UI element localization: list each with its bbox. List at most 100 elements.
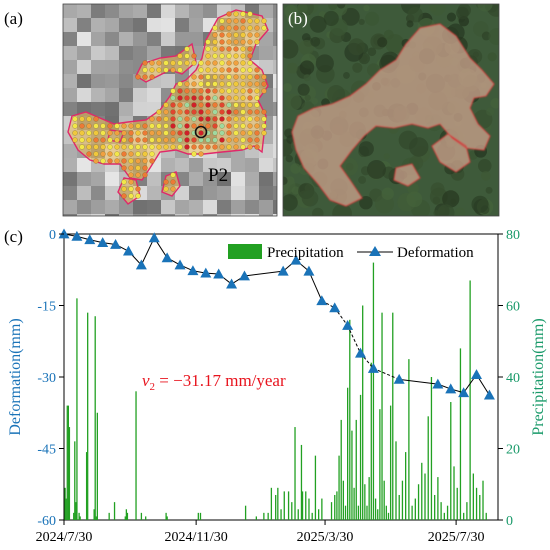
vegetation-patch: [332, 203, 352, 216]
raster-cell: [175, 214, 189, 216]
deformation-point: [163, 186, 169, 192]
deformation-point: [219, 60, 225, 66]
deformation-point: [114, 137, 120, 143]
precipitation-bar: [305, 491, 307, 520]
deformation-point: [170, 88, 176, 94]
deformation-point: [86, 130, 92, 136]
deformation-point: [149, 67, 155, 73]
deformation-point: [135, 151, 141, 157]
deformation-point: [149, 151, 155, 157]
raster-cell: [77, 186, 91, 200]
deformation-point: [121, 193, 127, 199]
vegetation-patch: [383, 29, 394, 40]
deformation-point: [135, 137, 141, 143]
velocity-symbol: v: [142, 371, 150, 390]
deformation-point: [205, 39, 211, 45]
deformation-point: [226, 116, 232, 122]
raster-cell: [77, 172, 91, 186]
precipitation-bar: [440, 502, 442, 521]
deformation-point: [233, 74, 239, 80]
deformation-point: [226, 18, 232, 24]
raster-cell: [273, 32, 277, 46]
precipitation-bar: [374, 498, 377, 520]
deformation-marker: [174, 259, 186, 270]
right-tick-label: 60: [506, 300, 520, 315]
deformation-marker: [226, 278, 238, 289]
precipitation-bar: [357, 505, 360, 520]
deformation-point: [226, 123, 232, 129]
raster-cell: [63, 214, 77, 216]
deformation-point: [93, 123, 99, 129]
deformation-point: [247, 18, 253, 24]
precipitation-bar: [263, 512, 265, 520]
deformation-point: [177, 144, 183, 150]
vegetation-patch: [490, 97, 499, 109]
deformation-point: [226, 32, 232, 38]
deformation-point: [240, 88, 246, 94]
deformation-point: [135, 123, 141, 129]
deformation-point: [177, 53, 183, 59]
raster-cell: [119, 18, 133, 32]
precipitation-bar: [287, 491, 290, 520]
precipitation-bar: [482, 480, 484, 520]
deformation-point: [107, 158, 113, 164]
deformation-point: [79, 144, 85, 150]
deformation-point: [254, 67, 260, 73]
deformation-point: [261, 88, 267, 94]
raster-cell: [161, 74, 175, 88]
precipitation-bar: [166, 516, 168, 520]
vegetation-patch: [348, 38, 366, 56]
deformation-point: [198, 67, 204, 73]
vegetation-patch: [284, 93, 302, 111]
deformation-point: [191, 95, 197, 101]
deformation-series: [58, 228, 495, 400]
deformation-point: [184, 60, 190, 66]
deformation-point: [247, 67, 253, 73]
deformation-point: [212, 60, 218, 66]
deformation-point: [254, 95, 260, 101]
raster-cell: [203, 158, 217, 172]
deformation-point: [128, 130, 134, 136]
deformation-point: [86, 116, 92, 122]
deformation-point: [121, 186, 127, 192]
deformation-point: [219, 88, 225, 94]
deformation-point: [79, 123, 85, 129]
deformation-point: [233, 137, 239, 143]
deformation-point: [212, 95, 218, 101]
raster-cell: [189, 32, 203, 46]
raster-cell: [105, 74, 119, 88]
x-tick-label: 2024/7/30: [36, 530, 93, 545]
raster-cell: [203, 214, 217, 216]
deformation-point: [198, 95, 204, 101]
deformation-point: [107, 130, 113, 136]
precipitation-bar: [76, 298, 78, 520]
raster-cell: [217, 172, 231, 186]
precipitation-bar: [349, 319, 351, 520]
deformation-point: [198, 60, 204, 66]
raster-cell: [147, 46, 161, 60]
left-y-axis: 0 -15 -30 -45 -60: [37, 228, 64, 529]
deformation-point: [233, 95, 239, 101]
raster-cell: [217, 158, 231, 172]
raster-cell: [133, 18, 147, 32]
raster-cell: [273, 18, 277, 32]
vegetation-patch: [297, 83, 310, 96]
raster-cell: [273, 214, 277, 216]
deformation-point: [163, 137, 169, 143]
deformation-point: [254, 32, 260, 38]
precipitation-bar: [351, 430, 353, 521]
deformation-point: [212, 74, 218, 80]
raster-cell: [273, 46, 277, 60]
vegetation-patch: [477, 4, 493, 12]
deformation-point: [100, 137, 106, 143]
deformation-point: [261, 18, 267, 24]
deformation-point: [142, 158, 148, 164]
deformation-point: [261, 74, 267, 80]
precipitation-bar: [364, 484, 366, 520]
raster-cell: [189, 186, 203, 200]
deformation-point: [205, 60, 211, 66]
deformation-point: [240, 109, 246, 115]
vegetation-patch: [456, 6, 469, 20]
deformation-point: [142, 67, 148, 73]
deformation-point: [233, 60, 239, 66]
